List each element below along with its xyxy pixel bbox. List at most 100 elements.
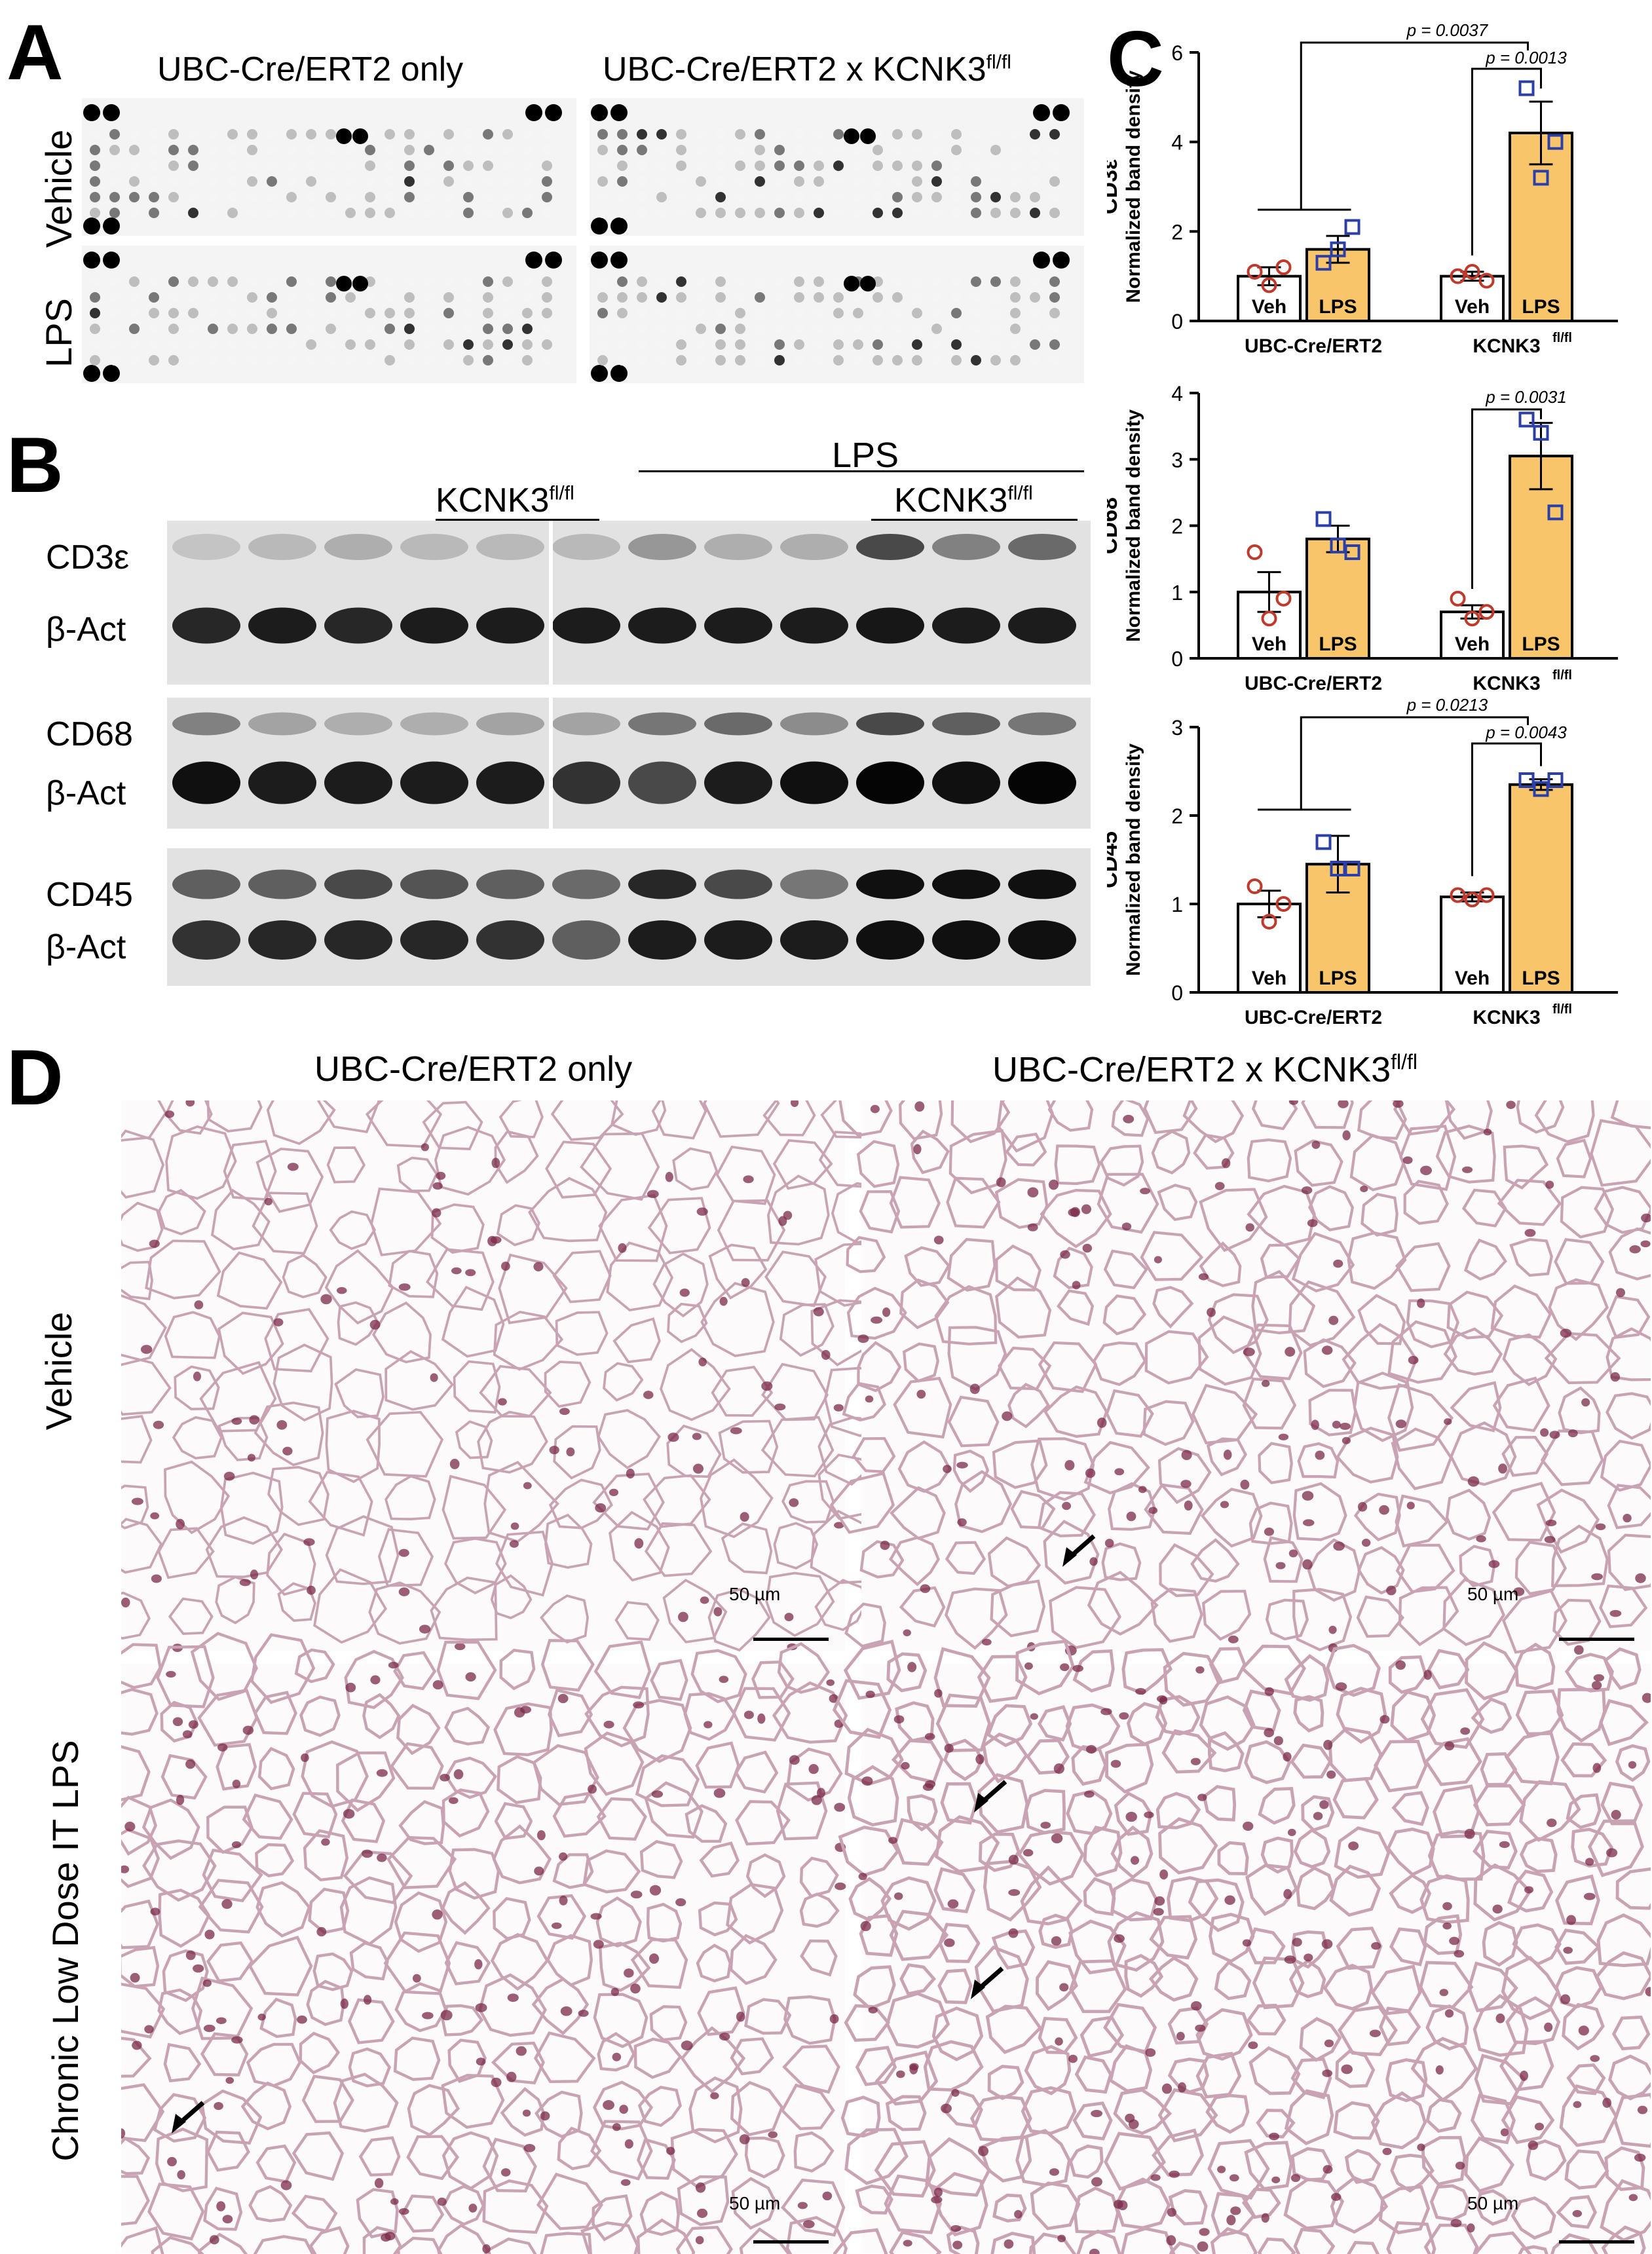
array-spot: [385, 308, 395, 318]
alveolar-wall: [731, 2177, 778, 2230]
array-spot: [247, 308, 257, 318]
alveolar-wall: [947, 1395, 1000, 1448]
array-spot: [443, 339, 454, 350]
array-spot: [542, 339, 552, 350]
cell-nucleus: [692, 1463, 704, 1474]
data-point: [1344, 219, 1361, 235]
alveolar-wall: [121, 1795, 157, 1856]
cell-nucleus: [626, 1469, 635, 1479]
alveolar-wall: [985, 2004, 1043, 2054]
array-spot: [345, 308, 356, 318]
array-spot: [833, 339, 844, 350]
cell-nucleus: [649, 1953, 660, 1964]
alveolar-wall: [545, 1140, 612, 1199]
alveolar-wall: [255, 1843, 295, 1878]
cell-nucleus: [1283, 1888, 1292, 1900]
array-spot: [1049, 292, 1060, 303]
cell-nucleus: [242, 1725, 254, 1735]
alveolar-wall: [325, 1515, 400, 1585]
cell-nucleus: [1442, 1922, 1452, 1930]
cell-nucleus: [789, 1498, 799, 1507]
cell-nucleus: [1269, 2132, 1279, 2141]
alveolar-wall: [893, 1376, 952, 1439]
cell-nucleus: [377, 1853, 387, 1862]
alveolar-wall: [946, 2225, 980, 2254]
alveolar-wall: [1595, 1951, 1651, 2000]
array-spot: [794, 355, 804, 366]
alveolar-wall: [1442, 1577, 1506, 1646]
array-spot: [227, 160, 238, 171]
array-spot: [951, 339, 962, 350]
alveolar-wall: [1566, 2063, 1606, 2095]
alveolar-wall: [532, 1744, 599, 1806]
cell-nucleus: [1220, 1501, 1230, 1509]
y-tick-label: 0: [1171, 981, 1183, 1005]
array-spot: [990, 308, 1001, 318]
alveolar-wall: [844, 1727, 904, 1786]
alveolar-wall: [761, 1362, 829, 1421]
array-spot: [365, 160, 375, 171]
array-spot: [656, 208, 667, 218]
alveolar-wall: [1387, 1320, 1457, 1384]
cell-nucleus: [560, 2006, 573, 2016]
array-spot: [735, 192, 745, 202]
alveolar-wall: [1611, 2016, 1651, 2051]
cell-nucleus: [536, 1830, 546, 1841]
alveolar-wall: [1159, 1543, 1214, 1598]
alveolar-wall: [1423, 1914, 1463, 1955]
array-spot: [443, 276, 454, 287]
array-spot: [522, 308, 533, 318]
alveolar-wall: [121, 1294, 167, 1366]
array-spot: [1049, 308, 1060, 318]
alveolar-wall: [592, 1473, 665, 1531]
cell-nucleus: [1371, 1942, 1381, 1950]
alveolar-wall: [388, 1249, 439, 1298]
alveolar-wall: [1290, 1743, 1332, 1779]
alveolar-wall: [890, 1486, 946, 1540]
alveolar-wall: [1507, 1869, 1554, 1913]
array-spot: [502, 308, 513, 318]
blot-band: [856, 761, 924, 804]
alveolar-wall: [1425, 2097, 1462, 2133]
cell-nucleus: [1520, 2070, 1528, 2081]
blot-band: [704, 712, 772, 736]
reference-spot: [610, 365, 628, 382]
array-spot: [483, 292, 493, 303]
alveolar-wall: [1284, 1654, 1330, 1702]
blot-band: [856, 607, 924, 644]
array-spot: [597, 145, 608, 155]
alveolar-wall: [1283, 2177, 1345, 2230]
alveolar-wall: [1017, 1830, 1085, 1886]
alveolar-wall: [1615, 1744, 1651, 1782]
cell-nucleus: [916, 1389, 926, 1399]
cell-nucleus: [1544, 1535, 1556, 1543]
cell-nucleus: [1008, 1928, 1019, 1938]
cell-nucleus: [1287, 1828, 1296, 1837]
alveolar-wall: [1110, 1825, 1154, 1880]
alveolar-wall: [253, 2235, 314, 2254]
alveolar-wall: [1534, 1100, 1595, 1144]
array-spot: [90, 324, 100, 334]
alveolar-wall: [1299, 2017, 1342, 2062]
data-point: [1247, 878, 1263, 894]
wb-label-cd45: CD45: [46, 876, 133, 914]
cell-nucleus: [700, 1596, 709, 1604]
alveolar-wall: [1554, 1928, 1601, 1965]
blot-band: [1008, 761, 1076, 804]
array-spot: [463, 129, 474, 140]
alveolar-wall: [735, 1800, 791, 1846]
array-spot: [794, 160, 804, 171]
array-spot: [483, 145, 493, 155]
wb-label-bact-2: β-Act: [46, 774, 126, 812]
cell-nucleus: [1444, 1741, 1455, 1751]
cell-nucleus: [1637, 2105, 1648, 2114]
array-spot: [715, 355, 726, 366]
array-spot: [404, 324, 415, 334]
array-spot: [656, 129, 667, 140]
alveolar-wall: [441, 1881, 491, 1935]
alveolar-wall: [164, 1311, 221, 1359]
array-spot: [502, 339, 513, 350]
cell-nucleus: [182, 1730, 193, 1738]
alveolar-wall: [168, 1597, 214, 1635]
blot-band: [552, 869, 620, 899]
